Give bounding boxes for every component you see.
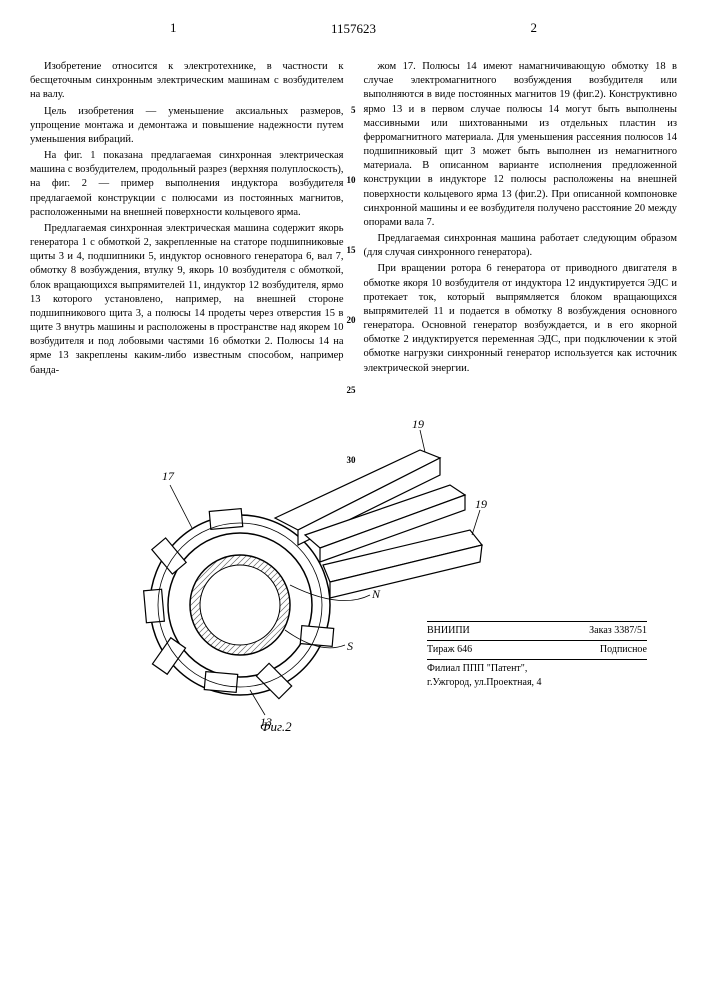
page-header: 1 1157623 2 (30, 20, 677, 50)
figure-label: Фиг.2 (260, 719, 292, 735)
paragraph: Изобретение относится к электротехнике, … (30, 60, 344, 103)
footer-address: г.Ужгород, ул.Проектная, 4 (427, 676, 647, 690)
page-number-right: 2 (531, 20, 538, 36)
paragraph: жом 17. Полюсы 14 имеют намагничивающую … (364, 60, 678, 230)
callout-19: 19 (412, 417, 424, 431)
imprint-footer: ВНИИПИ Заказ 3387/51 Тираж 646 Подписное… (427, 621, 647, 690)
footer-org: ВНИИПИ (427, 624, 470, 638)
paragraph: Предлагаемая синхронная электрическая ма… (30, 222, 344, 378)
paragraph: Предлагаемая синхронная машина работает … (364, 232, 678, 260)
line-number: 5 (351, 104, 356, 116)
footer-sign: Подписное (600, 643, 647, 657)
page-number-left: 1 (170, 20, 177, 36)
document-number: 1157623 (331, 21, 376, 37)
paragraph: На фиг. 1 показана предлагаемая синхронн… (30, 149, 344, 220)
right-column: жом 17. Полюсы 14 имеют намагничивающую … (364, 60, 678, 380)
footer-order: Заказ 3387/51 (589, 624, 647, 638)
line-number: 10 (347, 174, 356, 186)
callout-17: 17 (162, 469, 175, 483)
figure-2: 17 19 19 N S 13 Фиг.2 ВНИИПИ Заказ 3387/… (30, 400, 677, 750)
footer-tirazh-label: Тираж (427, 644, 455, 655)
callout-S: S (347, 639, 353, 653)
callout-19b: 19 (475, 497, 487, 511)
paragraph: При вращении ротора 6 генератора от прив… (364, 262, 678, 375)
left-column: Изобретение относится к электротехнике, … (30, 60, 344, 380)
footer-branch: Филиал ППП "Патент", (427, 662, 647, 676)
line-number: 25 (347, 384, 356, 396)
paragraph: Цель изобретения — уменьшение аксиальных… (30, 105, 344, 148)
line-number: 15 (347, 244, 356, 256)
text-columns: Изобретение относится к электротехнике, … (30, 60, 677, 380)
footer-tirazh: 646 (457, 644, 472, 655)
line-number: 20 (347, 314, 356, 326)
callout-N: N (371, 587, 381, 601)
